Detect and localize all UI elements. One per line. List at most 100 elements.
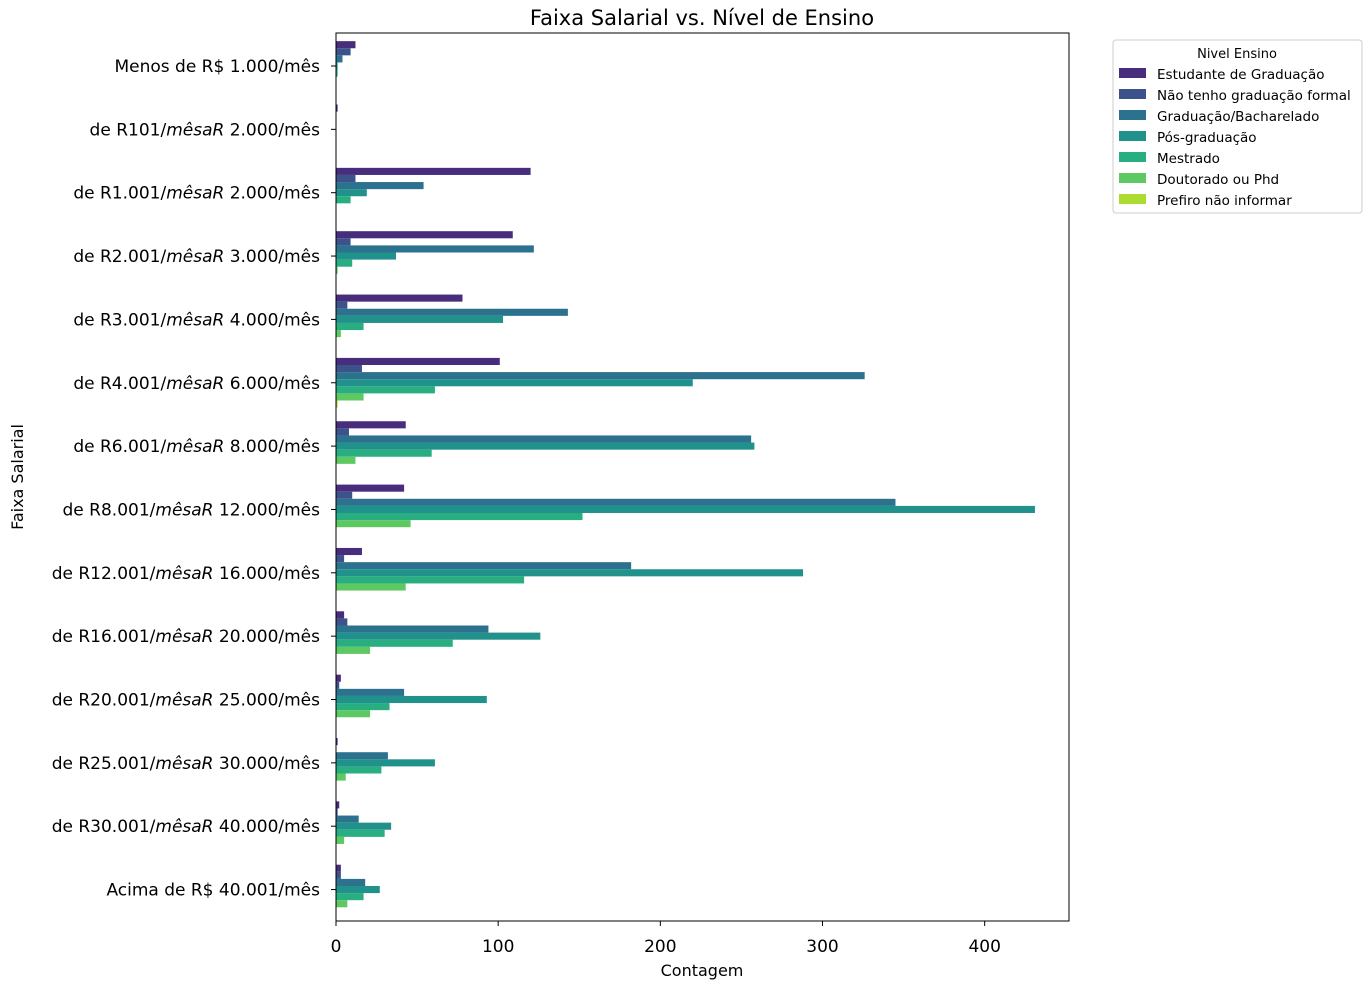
- bar-5-3: [336, 266, 338, 274]
- legend-label: Prefiro não informar: [1157, 193, 1292, 209]
- bar-0-1: [336, 104, 338, 112]
- legend-swatch: [1119, 194, 1146, 204]
- bar-2-6: [336, 435, 752, 443]
- bar-4-8: [336, 576, 525, 584]
- bar-5-12: [336, 836, 345, 844]
- bar-5-7: [336, 520, 411, 528]
- bar-3-2: [336, 189, 367, 197]
- bars-group: [336, 41, 1035, 908]
- bar-3-8: [336, 569, 804, 577]
- legend-label: Graduação/Bacharelado: [1157, 109, 1319, 125]
- bar-1-8: [336, 555, 345, 563]
- bar-3-7: [336, 505, 1035, 513]
- bar-2-5: [336, 372, 865, 380]
- x-tick-label: 100: [482, 937, 514, 957]
- bar-4-13: [336, 893, 364, 901]
- x-tick-label: 0: [331, 937, 342, 957]
- bar-0-2: [336, 167, 531, 175]
- bar-4-5: [336, 386, 435, 394]
- bar-4-12: [336, 829, 385, 837]
- bar-5-9: [336, 646, 371, 654]
- axes-frame: [335, 32, 1070, 922]
- bar-4-4: [336, 322, 364, 331]
- bar-1-7: [336, 491, 353, 499]
- bar-0-3: [336, 231, 513, 239]
- bar-1-3: [336, 238, 351, 246]
- bar-2-12: [336, 815, 359, 823]
- y-tick-label: de R2.001/mêsaR 3.000/mês: [73, 247, 320, 267]
- bar-2-10: [336, 688, 405, 696]
- bar-4-6: [336, 449, 432, 457]
- y-tick-label: Acima de R$ 40.001/mês: [106, 881, 320, 901]
- y-tick-label: de R101/mêsaR 2.000/mês: [90, 120, 321, 140]
- bar-1-10: [336, 681, 340, 689]
- bar-3-12: [336, 822, 392, 830]
- bar-0-4: [336, 294, 463, 302]
- bar-1-0: [336, 48, 351, 56]
- bar-5-13: [336, 900, 348, 908]
- bar-4-9: [336, 639, 453, 647]
- bar-5-8: [336, 583, 406, 591]
- bar-1-13: [336, 871, 341, 879]
- bar-5-6: [336, 456, 356, 464]
- legend-title: Nivel Ensino: [1197, 47, 1277, 62]
- legend-swatch: [1119, 173, 1146, 183]
- bar-3-10: [336, 695, 487, 704]
- bar-2-9: [336, 625, 489, 633]
- legend-swatch: [1119, 152, 1146, 162]
- bar-3-0: [336, 62, 338, 70]
- y-tick-labels: Menos de R$ 1.000/mês de R101/mêsaR 2.000…: [52, 57, 336, 901]
- y-tick-label: de R30.001/mêsaR 40.000/mês: [52, 817, 320, 837]
- bar-6-5: [336, 400, 338, 408]
- y-tick-label: Menos de R$ 1.000/mês: [114, 57, 320, 77]
- bar-5-11: [336, 773, 346, 781]
- bar-0-11: [336, 738, 338, 746]
- bar-1-2: [336, 174, 356, 183]
- bar-0-8: [336, 547, 362, 556]
- y-tick-label: de R1.001/mêsaR 2.000/mês: [73, 184, 320, 204]
- bar-4-3: [336, 259, 353, 267]
- bar-3-11: [336, 759, 435, 767]
- bar-3-3: [336, 252, 397, 260]
- bar-1-9: [336, 618, 348, 626]
- bar-0-12: [336, 801, 340, 809]
- legend-swatch: [1119, 110, 1146, 120]
- y-tick-label: de R8.001/mêsaR 12.000/mês: [63, 500, 321, 520]
- x-tick-label: 200: [644, 937, 676, 957]
- bar-3-9: [336, 632, 541, 640]
- y-tick-label: de R12.001/mêsaR 16.000/mês: [52, 564, 320, 584]
- bar-0-5: [336, 357, 500, 365]
- bar-1-12: [336, 808, 338, 816]
- legend: Nivel Ensino Estudante de Graduação Não t…: [1112, 39, 1363, 214]
- bar-1-6: [336, 428, 349, 436]
- bar-2-7: [336, 498, 896, 506]
- bar-1-4: [336, 301, 348, 309]
- bar-4-2: [336, 196, 351, 204]
- bar-0-0: [336, 41, 356, 49]
- bar-2-2: [336, 182, 424, 190]
- bar-0-6: [336, 421, 406, 429]
- y-axis-label: Faixa Salarial: [8, 424, 27, 530]
- y-tick-label: de R3.001/mêsaR 4.000/mês: [73, 310, 320, 330]
- bar-0-13: [336, 864, 341, 872]
- y-tick-label: de R20.001/mêsaR 25.000/mês: [52, 691, 320, 711]
- bar-2-4: [336, 308, 568, 316]
- chart-title: Faixa Salarial vs. Nível de Ensino: [530, 6, 874, 30]
- bar-0-10: [336, 674, 341, 682]
- bar-2-13: [336, 878, 366, 886]
- bar-4-10: [336, 703, 390, 711]
- bar-3-6: [336, 442, 755, 450]
- legend-label: Pós-graduação: [1157, 130, 1257, 146]
- bar-4-0: [336, 69, 338, 77]
- x-tick-labels: 0 100 200 300 400: [331, 921, 1001, 957]
- legend-label: Estudante de Graduação: [1157, 67, 1325, 83]
- x-axis-label: Contagem: [661, 961, 744, 980]
- legend-swatch: [1119, 131, 1146, 141]
- legend-label: Mestrado: [1157, 151, 1220, 167]
- bar-5-5: [336, 393, 364, 401]
- legend-swatch: [1119, 68, 1146, 78]
- y-tick-label: de R6.001/mêsaR 8.000/mês: [73, 437, 320, 457]
- legend-frame: [1112, 39, 1363, 214]
- legend-label: Doutorado ou Phd: [1157, 172, 1279, 188]
- x-tick-label: 400: [968, 937, 1000, 957]
